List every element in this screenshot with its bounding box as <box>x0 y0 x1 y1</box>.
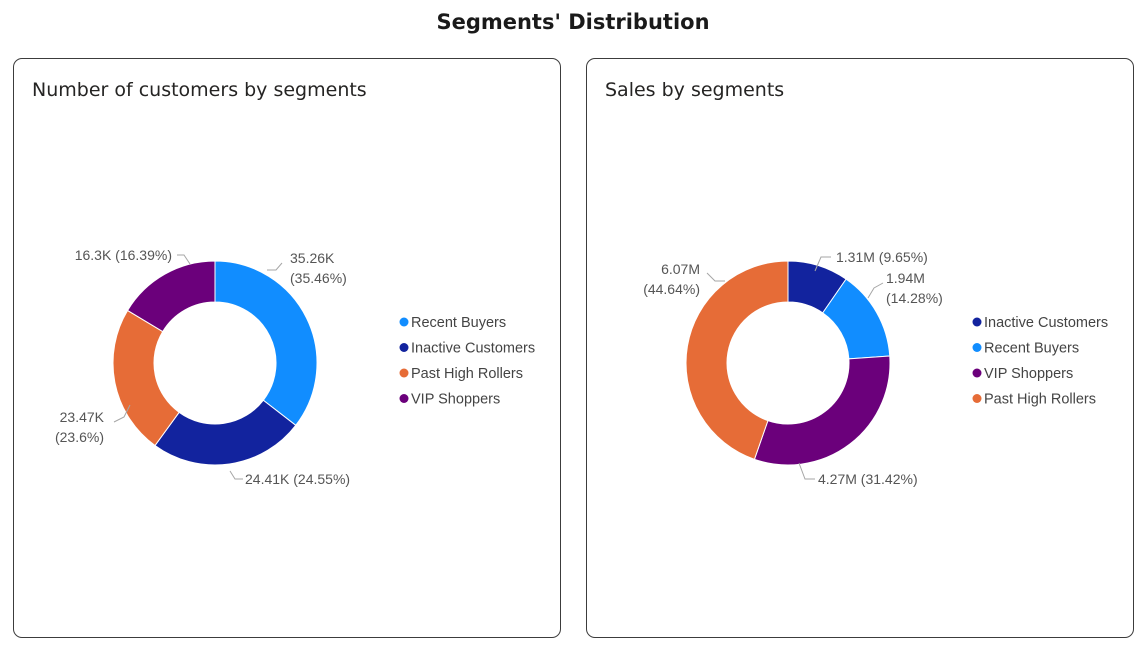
leader-line <box>867 282 884 299</box>
legend-label: Inactive Customers <box>411 341 535 357</box>
customers-donut-chart[interactable]: 35.26K (35.46%) 24.41K (24.55%) 23.47K (23.6… <box>14 59 560 637</box>
legend-item-recent-buyers[interactable]: Recent Buyers <box>399 315 507 331</box>
legend-item-vip-shoppers[interactable]: VIP Shoppers <box>972 366 1074 382</box>
legend-item-recent-buyers[interactable]: Recent Buyers <box>972 341 1080 357</box>
legend-label: Recent Buyers <box>411 315 506 331</box>
legend-label: Past High Rollers <box>411 366 523 382</box>
legend-label: Past High Rollers <box>984 392 1096 408</box>
donut-slice-past-high-rollers[interactable] <box>685 260 789 460</box>
data-label-recent-buyers: 1.94M <box>886 270 925 286</box>
legend-marker <box>399 368 409 378</box>
customers-chart-panel[interactable]: Number of customers by segments 35.26K (3… <box>13 58 561 638</box>
legend-marker <box>399 343 409 352</box>
sales-donut-chart[interactable]: 1.31M (9.65%) 1.94M (14.28%) 4.27M (31.42%)… <box>587 59 1133 637</box>
data-label-past-high-rollers: 6.07M <box>661 261 700 277</box>
customers-chart-title: Number of customers by segments <box>32 79 367 101</box>
sales-chart-panel[interactable]: Sales by segments 1.31M (9.65%) 1.94M (14.… <box>586 58 1134 638</box>
legend-item-inactive-customers[interactable]: Inactive Customers <box>399 341 536 357</box>
legend-item-inactive-customers[interactable]: Inactive Customers <box>972 315 1109 331</box>
legend-item-past-high-rollers[interactable]: Past High Rollers <box>972 392 1097 408</box>
donut-slice-recent-buyers[interactable] <box>214 260 318 427</box>
data-label-past-high-rollers: 23.47K <box>60 409 105 425</box>
legend-label: VIP Shoppers <box>984 366 1073 382</box>
leader-line <box>706 272 725 282</box>
donut-slice-vip-shoppers[interactable] <box>126 260 216 333</box>
legend-item-past-high-rollers[interactable]: Past High Rollers <box>399 366 524 382</box>
data-label-vip-shoppers: 4.27M (31.42%) <box>818 471 918 487</box>
leader-line <box>267 262 283 271</box>
legend-marker <box>972 317 982 327</box>
data-label-past-high-rollers: (23.6%) <box>55 429 104 445</box>
legend-marker <box>399 317 409 327</box>
donut-slice-past-high-rollers[interactable] <box>112 309 180 447</box>
legend-label: VIP Shoppers <box>411 392 500 408</box>
data-label-recent-buyers: 35.26K <box>290 250 335 266</box>
sales-chart-title: Sales by segments <box>605 79 785 101</box>
legend-item-vip-shoppers[interactable]: VIP Shoppers <box>399 392 501 408</box>
data-label-past-high-rollers: (44.64%) <box>643 281 700 297</box>
leader-line <box>798 462 815 480</box>
data-label-inactive-customers: 24.41K (24.55%) <box>245 471 350 487</box>
data-label-recent-buyers: (35.46%) <box>290 270 347 286</box>
legend-marker <box>972 368 982 378</box>
data-label-inactive-customers: 1.31M (9.65%) <box>836 249 928 265</box>
leader-line <box>814 256 831 272</box>
data-label-vip-shoppers: 16.3K (16.39%) <box>75 247 172 263</box>
data-label-recent-buyers: (14.28%) <box>886 290 943 306</box>
leader-line <box>177 254 191 265</box>
legend-label: Inactive Customers <box>984 315 1108 331</box>
legend-marker <box>399 394 409 403</box>
legend-marker <box>972 394 982 403</box>
legend-label: Recent Buyers <box>984 341 1079 357</box>
legend-marker <box>972 343 982 352</box>
page-title: Segments' Distribution <box>436 10 710 34</box>
donut-slice-vip-shoppers[interactable] <box>753 355 891 466</box>
leader-line <box>113 404 131 423</box>
leader-line <box>229 470 243 480</box>
